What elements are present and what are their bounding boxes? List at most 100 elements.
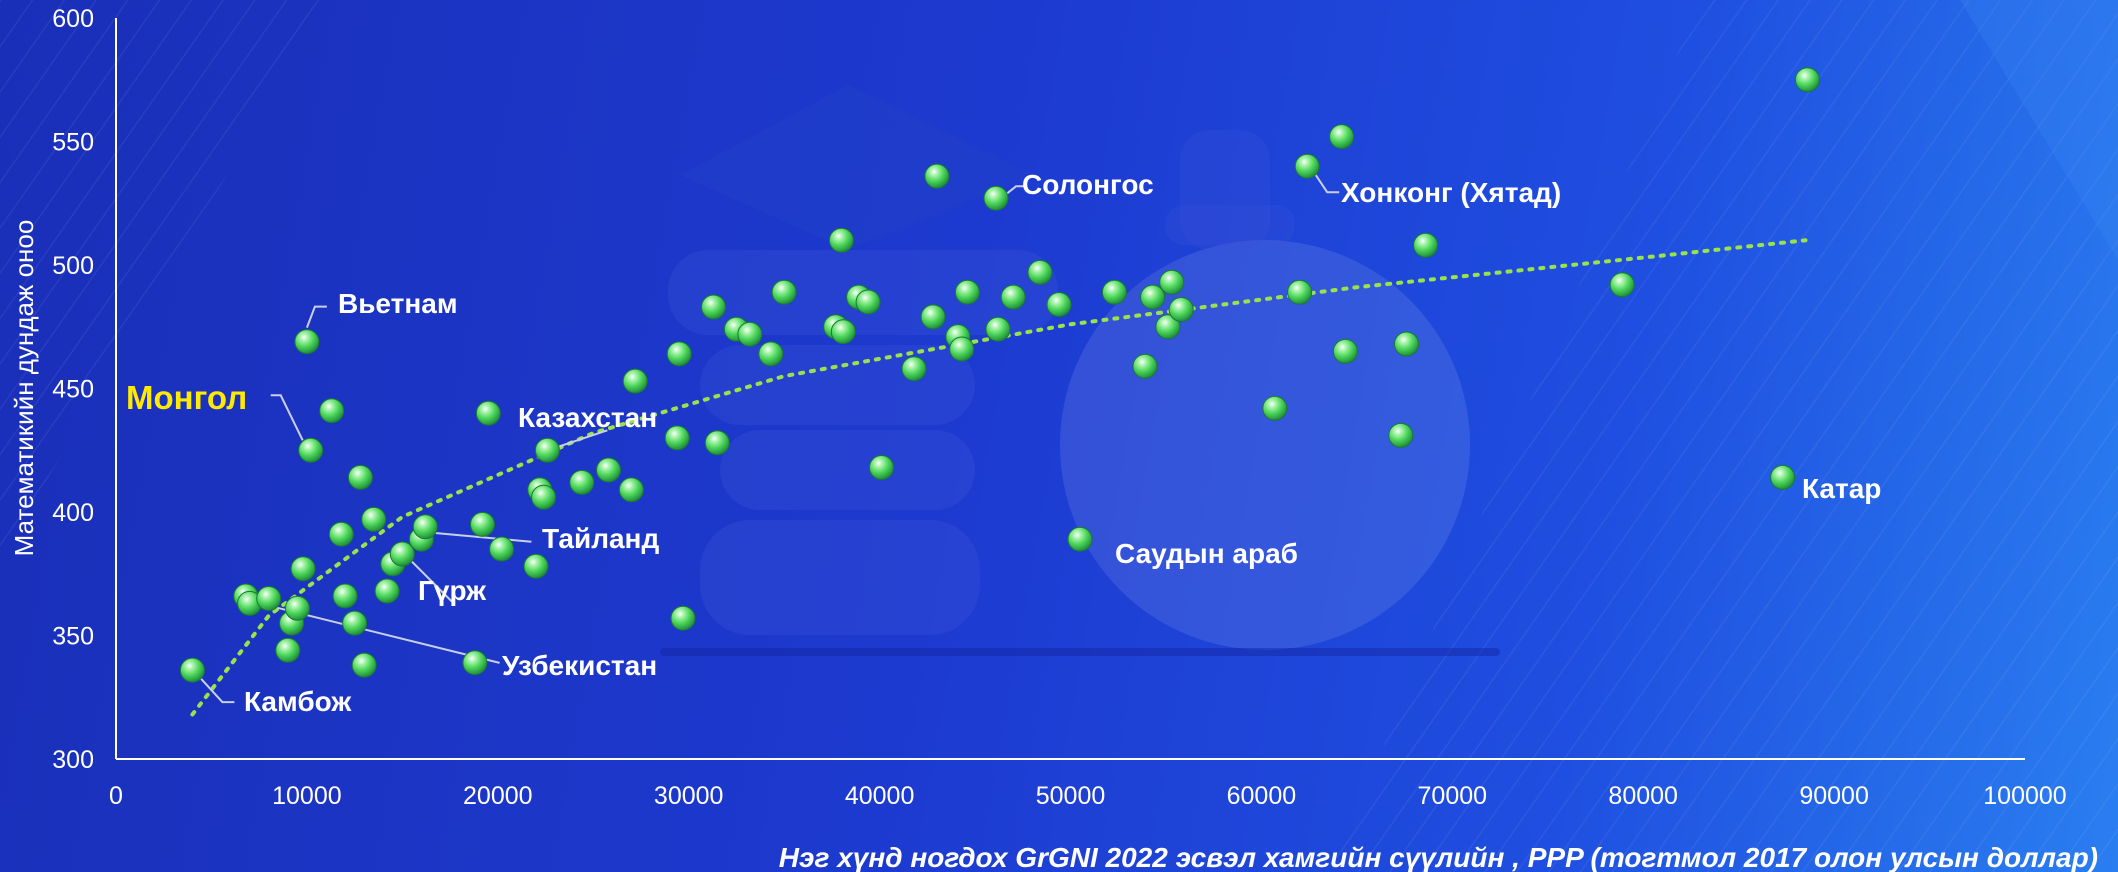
x-axis-title: Нэг хүнд ногдох GrGNI 2022 эсвэл хамгийн… [779,842,2098,872]
data-point [347,464,373,490]
x-tick-label: 40000 [845,782,915,810]
x-tick-label: 90000 [1799,782,1869,810]
y-tick-labels: 300 350 400 450 500 550 600 [52,5,94,774]
data-point [618,477,644,503]
data-point [704,430,730,456]
annotation-leader-line [559,429,608,448]
x-tick-label: 50000 [1036,782,1106,810]
data-point [569,469,595,495]
data-point [462,650,488,676]
data-point [1329,124,1355,150]
y-tick-label: 400 [52,499,94,527]
data-point [531,484,557,510]
data-point [985,316,1011,342]
data-point [389,541,415,567]
x-tick-label: 70000 [1418,782,1488,810]
data-point [256,586,282,611]
data-point [275,637,301,663]
data-point [1287,279,1313,305]
annotation-leaders [199,173,1340,704]
y-tick-label: 600 [52,5,94,33]
data-point [523,553,549,579]
x-tick-label: 100000 [1983,782,2066,810]
data-point [294,329,320,355]
data-point [1388,422,1414,448]
data-point [361,506,387,532]
data-point [1168,297,1194,322]
data-point [1159,269,1185,295]
data-point [412,514,438,540]
data-point [470,511,495,537]
data-point [1294,153,1320,179]
y-tick-label: 350 [52,623,94,651]
annotation-label: Вьетнам [338,288,458,319]
data-point [489,536,515,562]
data-point [771,279,797,305]
annotation-leader-line [421,530,532,543]
annotation-labels: Вьетнам Монгол Казахстан Тайланд Гүрж Узбекис… [126,169,1881,717]
annotation-leader-line [403,553,454,603]
annotation-leader-line [270,394,304,441]
y-tick-label: 500 [52,252,94,280]
annotation-label: Солонгос [1022,169,1154,200]
data-point [1332,338,1358,364]
data-point [374,578,400,604]
data-point [298,437,324,463]
data-point [828,227,854,253]
x-tick-label: 20000 [463,782,533,810]
x-tick-label: 0 [109,782,123,810]
data-point [596,457,621,483]
data-point [284,595,310,621]
data-point [534,437,560,463]
data-point [664,425,690,451]
annotation-label: Монгол [126,379,247,416]
data-point [290,556,316,582]
data-point [737,321,763,347]
data-point [1000,284,1026,310]
data-point [1046,292,1072,317]
annotation-leader-line [305,305,327,328]
annotation-label: Саудын араб [1115,538,1298,569]
data-point [351,652,377,678]
data-point [1155,314,1181,340]
y-axis-title: Математикийн дундаж оноо [9,220,39,557]
data-point [319,398,345,424]
axes [115,18,2025,760]
annotation-label: Казахстан [518,402,657,433]
x-tick-label: 60000 [1227,782,1297,810]
data-point [1770,464,1796,490]
annotation-leader-line [1314,173,1340,194]
data-point [1132,353,1158,379]
data-point [1262,395,1288,421]
annotation-label: Хонконг (Хятад) [1341,177,1561,208]
data-point [328,521,354,547]
y-tick-label: 300 [52,746,94,774]
data-point [983,185,1009,211]
annotation-label: Камбож [244,686,352,717]
data-point [1413,232,1439,258]
data-point [622,368,648,394]
data-point [1067,526,1093,552]
data-point [1794,67,1820,93]
data-point [1140,284,1166,310]
data-point [475,400,501,426]
data-point [332,583,358,609]
x-tick-labels: 0 10000 20000 30000 40000 50000 60000 70000 8000… [109,782,2067,810]
data-point [1101,279,1127,305]
data-point [758,341,784,367]
annotation-label: Катар [1802,473,1881,504]
annotation-label: Узбекистан [502,650,657,681]
annotation-leader-line [199,677,235,704]
data-point [701,294,726,320]
annotation-leader-line [1005,185,1026,196]
data-point [1027,259,1053,285]
data-point [179,657,205,683]
annotation-label: Гүрж [418,575,487,606]
data-point [869,455,894,480]
data-point [855,289,881,315]
data-point [830,319,856,345]
data-point [924,163,950,189]
data-point [670,605,696,631]
data-point [342,610,368,636]
